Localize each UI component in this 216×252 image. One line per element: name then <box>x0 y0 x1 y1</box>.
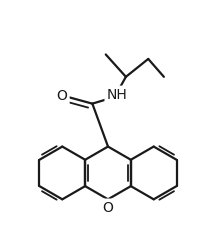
Text: O: O <box>57 89 68 103</box>
Text: O: O <box>103 201 113 215</box>
Text: NH: NH <box>106 88 127 102</box>
